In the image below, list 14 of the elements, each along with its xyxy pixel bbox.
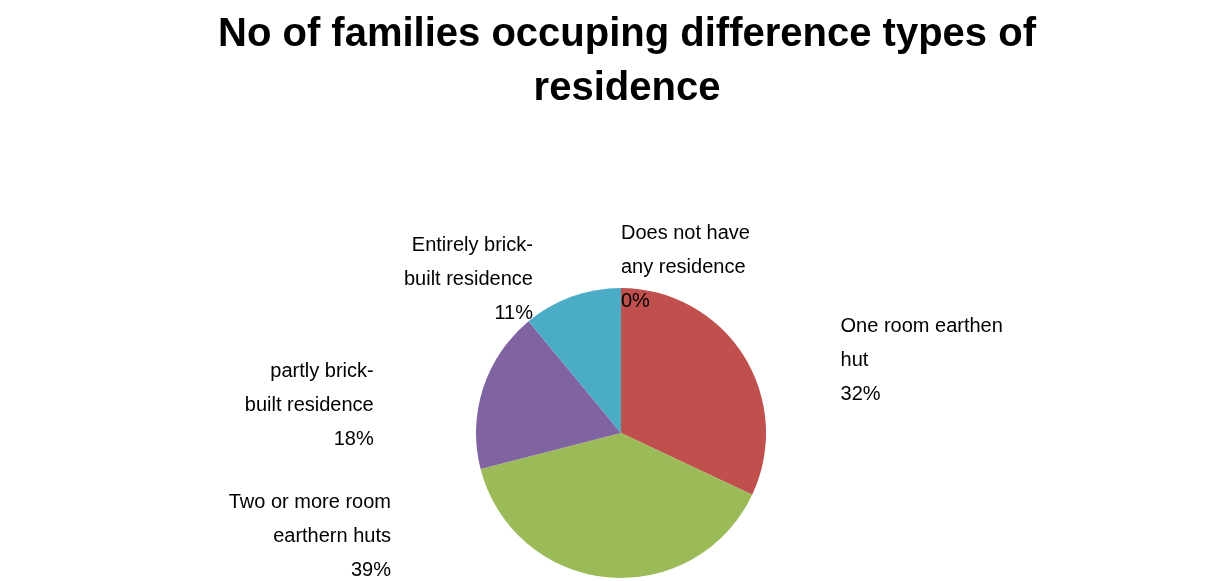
text: 0% [621,289,650,311]
data-label: 32% [840,381,881,404]
slice-label: Entirely brick-built residence [403,232,533,289]
pie-slice [476,321,621,470]
pie-slice [621,288,766,495]
chart-title: No of families occuping difference types of residence [218,10,1037,108]
data-label: 11% [494,300,534,323]
pie-slice [480,433,753,578]
slice-label: Two or more room earthern huts [228,490,391,546]
data-label: 18% [333,427,374,450]
slice-label: One room earthen hut [840,313,1003,370]
data-label: 39% [350,558,392,580]
slice-label: partly brick-built residence [244,359,374,416]
category-label: Does not have any residence [621,221,750,277]
